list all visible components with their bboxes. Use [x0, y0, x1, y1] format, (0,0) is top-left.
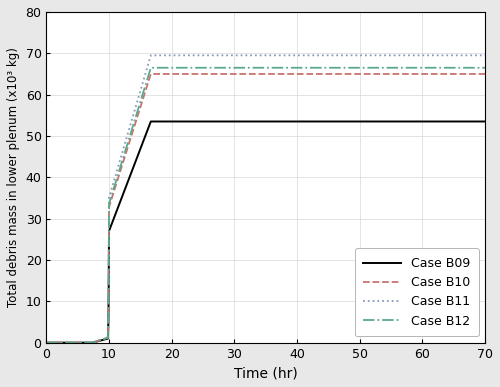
- Case B12: [105, 336, 111, 340]
- Case B10: [106, 262, 112, 267]
- Case B09: [105, 333, 111, 338]
- Case B10: [148, 72, 154, 76]
- Case B09: [44, 340, 50, 345]
- Case B09: [105, 336, 111, 341]
- Case B12: [148, 65, 154, 70]
- Case B12: [106, 252, 112, 256]
- Case B10: [482, 72, 488, 76]
- Case B11: [106, 248, 112, 252]
- Case B11: [44, 340, 50, 345]
- Case B09: [106, 276, 112, 281]
- Case B12: [106, 266, 112, 271]
- Case B10: [106, 254, 112, 259]
- Case B11: [106, 245, 112, 249]
- Case B12: [44, 340, 50, 345]
- Case B11: [105, 331, 111, 336]
- Case B09: [482, 119, 488, 124]
- Case B10: [44, 340, 50, 345]
- Y-axis label: Total debris mass in lower plenum (x10³ kg): Total debris mass in lower plenum (x10³ …: [7, 47, 20, 307]
- Case B10: [105, 336, 111, 340]
- Line: Case B11: Case B11: [46, 55, 485, 342]
- Case B10: [106, 268, 112, 272]
- Case B12: [105, 331, 111, 336]
- Case B12: [106, 248, 112, 253]
- Case B10: [105, 332, 111, 336]
- Legend: Case B09, Case B10, Case B11, Case B12: Case B09, Case B10, Case B11, Case B12: [354, 248, 479, 336]
- Case B09: [148, 119, 154, 124]
- Case B09: [106, 281, 112, 285]
- Case B11: [482, 53, 488, 58]
- Case B11: [105, 335, 111, 340]
- X-axis label: Time (hr): Time (hr): [234, 366, 298, 380]
- Line: Case B09: Case B09: [46, 122, 485, 342]
- Case B12: [106, 260, 112, 265]
- Case B12: [482, 65, 488, 70]
- Line: Case B12: Case B12: [46, 68, 485, 342]
- Case B11: [106, 263, 112, 267]
- Line: Case B10: Case B10: [46, 74, 485, 342]
- Case B09: [106, 267, 112, 271]
- Case B11: [106, 257, 112, 262]
- Case B09: [106, 269, 112, 274]
- Case B11: [148, 53, 154, 58]
- Case B10: [106, 251, 112, 255]
